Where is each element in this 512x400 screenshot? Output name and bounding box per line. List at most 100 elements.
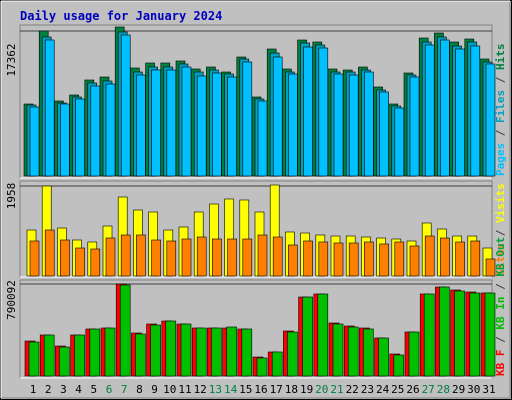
legend-sep-slash-5: / [494,283,507,290]
bar-pages-day-2 [44,39,55,177]
legend-sep-3 [494,83,507,90]
bar-pages-day-18 [288,73,298,177]
bar-kb-in-day-11 [180,323,192,377]
x-tick-label-day-19: 19 [300,383,313,396]
bars-top [23,26,496,177]
bar-sites-day-20 [318,241,329,277]
bar-kb-in-day-4 [74,334,85,377]
x-tick-label-day-8: 8 [136,383,143,396]
bar-sites-day-3 [60,239,70,277]
x-tick-label-day-22: 22 [346,383,359,396]
bar-kb-in-day-2 [43,334,55,377]
bar-sites-day-28 [440,237,450,277]
bar-sites-day-19 [303,240,313,277]
panel-hits-files-pages [19,24,496,179]
bar-kb-in-day-13 [211,327,222,377]
bar-kb-in-day-25 [393,354,405,377]
legend-pages: Pages [494,143,507,176]
x-tick-label-day-21: 21 [330,383,343,396]
bar-kb-in-day-28 [439,286,450,377]
bar-kb-in-day-5 [89,328,101,377]
bar-kb-in-day-3 [59,346,70,377]
bar-sites-day-7 [120,234,131,277]
bar-sites-day-27 [424,235,435,277]
legend-sep-slash-4: / [494,336,507,343]
legend-sites: Sites [494,243,507,276]
x-tick-label-day-31: 31 [482,383,495,396]
bar-kb-in-day-12 [195,327,207,377]
bar-kb-in-day-19 [302,296,313,377]
bar-sites-day-30 [470,240,481,277]
bar-pages-day-7 [120,34,131,177]
x-tick-label-day-30: 30 [467,383,480,396]
x-tick-label-day-7: 7 [121,383,128,396]
bar-kb-in-day-24 [378,337,389,377]
bar-sites-day-31 [485,258,496,277]
bar-kb-in-day-30 [469,292,481,377]
x-tick-label-day-27: 27 [422,383,435,396]
bar-sites-day-14 [227,238,237,277]
bar-sites-day-9 [151,239,161,277]
bar-kb-in-day-17 [271,351,283,377]
ymax-label-bottom: 790092 [5,280,18,320]
legend-kb-out: KB Out [494,237,507,277]
bar-sites-day-5 [90,248,101,277]
x-tick-label-day-13: 13 [209,383,222,396]
bar-pages-day-21 [333,73,344,177]
bar-sites-day-17 [272,236,283,277]
x-tick-label-day-3: 3 [60,383,67,396]
legend-top: Pages / Files / Hits [494,44,507,177]
bar-pages-day-6 [105,83,116,177]
bar-kb-in-day-18 [287,331,298,377]
x-tick-label-day-26: 26 [406,383,419,396]
panel-kb [19,279,496,379]
bar-kb-in-day-7 [119,284,131,377]
bar-sites-day-23 [364,241,374,277]
legend-visits: Visits [494,183,507,223]
bar-kb-in-day-26 [408,331,420,377]
bar-kb-in-day-9 [150,324,161,377]
bar-sites-day-24 [379,243,389,277]
legend-sep-9 [494,290,507,297]
bar-sites-day-6 [105,237,116,277]
bars-middle [26,184,496,277]
legend-sep-slash-2: / [494,76,507,83]
bar-pages-day-29 [455,48,465,177]
bar-kb-in-day-15 [241,328,253,377]
bar-sites-day-16 [257,234,268,277]
bar-pages-day-4 [75,98,85,177]
legend-files: Files [494,90,507,123]
x-tick-label-day-12: 12 [194,383,207,396]
x-tick-label-day-23: 23 [361,383,374,396]
x-tick-label-day-11: 11 [178,383,191,396]
bar-pages-day-10 [166,69,177,177]
bar-sites-day-4 [75,247,85,277]
bar-kb-in-day-10 [165,320,177,377]
x-tick-label-day-5: 5 [90,383,97,396]
x-tick-label-day-6: 6 [106,383,113,396]
legend-hits: Hits [494,44,507,71]
legend-kb-f: KB F [494,350,507,377]
x-tick-label-day-29: 29 [452,383,465,396]
bar-pages-day-9 [151,69,161,177]
bar-pages-day-8 [136,74,146,177]
bar-pages-day-11 [181,66,192,177]
x-tick-label-day-10: 10 [163,383,176,396]
bar-sites-day-13 [212,238,222,277]
bar-kb-in-day-20 [317,293,329,377]
legend-sep-slash-1: / [494,129,507,136]
panel-visits-sites [19,180,496,278]
bar-sites-day-26 [409,245,420,277]
bar-pages-day-25 [394,107,405,177]
bar-pages-day-14 [227,76,237,177]
legend-sep-1 [494,136,507,143]
x-tick-label-day-18: 18 [285,383,298,396]
bar-sites-day-10 [166,240,177,277]
bar-pages-day-26 [409,76,420,177]
bar-pages-day-22 [348,74,359,177]
x-tick-label-day-15: 15 [239,383,252,396]
bar-kb-in-day-14 [226,326,237,377]
x-tick-label-day-28: 28 [437,383,450,396]
